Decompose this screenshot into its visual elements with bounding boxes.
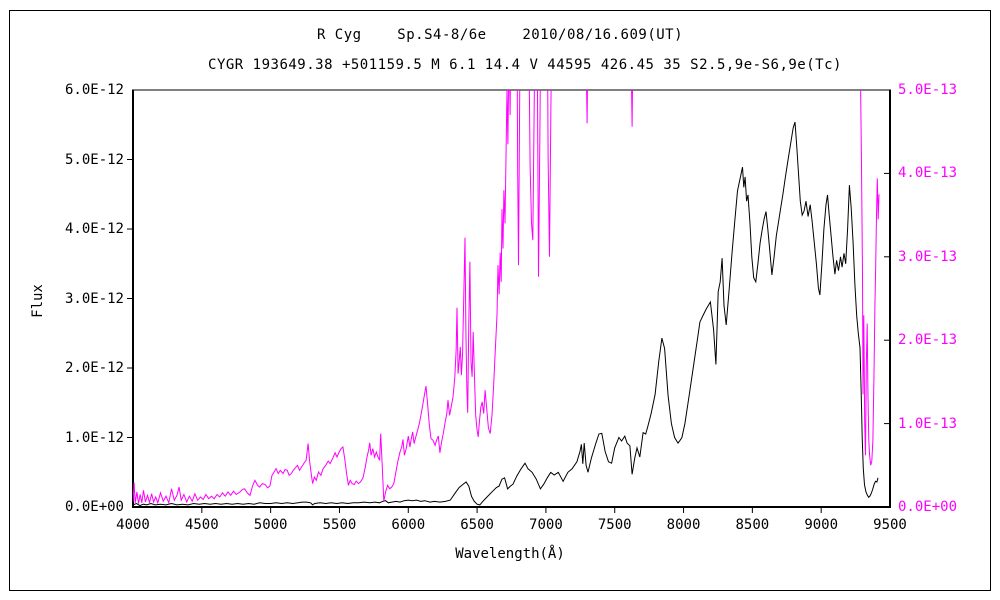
y-tick-label-left: 1.0E-12: [64, 429, 124, 446]
x-tick-label: 8500: [735, 517, 770, 533]
y-tick-label-left: 5.0E-12: [64, 151, 124, 168]
spectrum-line-black-spectrum: [133, 121, 879, 507]
y-tick-label-left: 6.0E-12: [64, 82, 124, 98]
chart-title: R Cyg Sp.S4-8/6e 2010/08/16.609(UT): [316, 27, 684, 43]
y-tick-label-right: 2.0E-13: [898, 332, 958, 349]
x-tick-label: 7500: [597, 517, 632, 533]
y-tick-label-right: 5.0E-13: [898, 82, 958, 98]
y-tick-label-left: 3.0E-12: [64, 290, 124, 307]
x-tick-label: 4500: [184, 517, 219, 533]
x-tick-label: 7000: [529, 517, 563, 533]
x-tick-label: 9500: [873, 517, 907, 533]
y-tick-label-left: 4.0E-12: [64, 221, 124, 237]
y-tick-label-right: 3.0E-13: [898, 248, 958, 265]
y-tick-label-right: 0.0E+00: [898, 499, 958, 515]
y-tick-label-right: 4.0E-13: [898, 165, 958, 182]
x-tick-label: 6000: [391, 517, 426, 533]
y-tick-label-right: 1.0E-13: [898, 415, 958, 432]
y-tick-label-left: 0.0E+00: [64, 499, 124, 515]
x-tick-label: 6500: [460, 517, 494, 533]
chart-subtitle: CYGR 193649.38 +501159.5 M 6.1 14.4 V 44…: [208, 57, 842, 73]
spectrum-line-magenta-spectrum: [133, 90, 880, 505]
x-tick-label: 9000: [804, 517, 839, 533]
canvas-border: [9, 10, 991, 591]
x-tick-label: 5000: [253, 517, 288, 533]
y-tick-label-left: 2.0E-12: [64, 360, 124, 376]
x-axis-title: Wavelength(Å): [455, 546, 565, 562]
x-tick-label: 8000: [666, 517, 701, 533]
x-tick-label: 4000: [116, 517, 150, 533]
x-tick-label: 5500: [322, 517, 357, 533]
